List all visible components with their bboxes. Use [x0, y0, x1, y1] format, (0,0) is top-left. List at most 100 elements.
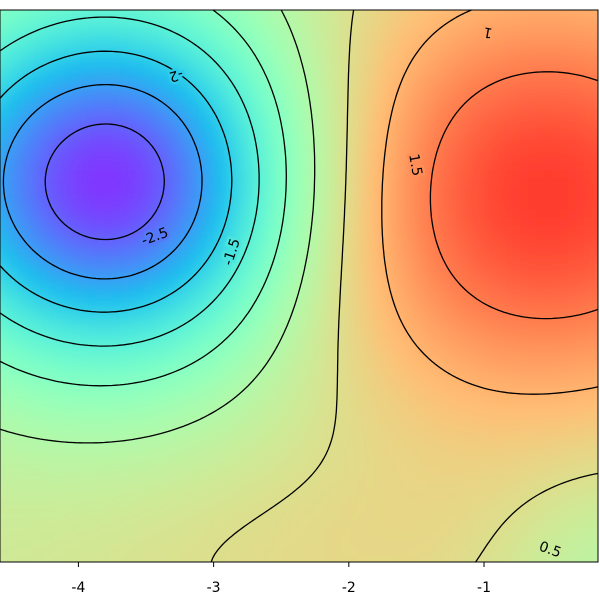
heat-cell	[128, 154, 137, 163]
heat-cell	[544, 282, 553, 291]
heat-cell	[408, 42, 417, 51]
heat-cell	[320, 210, 329, 219]
heat-cell	[456, 410, 465, 419]
heat-cell	[424, 506, 433, 515]
heat-cell	[248, 386, 257, 395]
heat-cell	[48, 394, 57, 403]
heat-cell	[336, 466, 345, 475]
heat-cell	[32, 282, 41, 291]
heat-cell	[360, 442, 369, 451]
heat-cell	[288, 194, 297, 203]
heat-cell	[344, 210, 353, 219]
heat-cell	[248, 418, 257, 427]
heat-cell	[280, 434, 289, 443]
heat-cell	[40, 170, 49, 179]
heat-cell	[256, 170, 265, 179]
heat-cell	[0, 498, 9, 507]
heat-cell	[288, 178, 297, 187]
heat-cell	[392, 474, 401, 483]
heat-cell	[472, 458, 481, 467]
heat-cell	[544, 298, 553, 307]
heat-cell	[32, 506, 41, 515]
heat-cell	[192, 370, 201, 379]
heat-cell	[208, 394, 217, 403]
heat-cell	[160, 338, 169, 347]
heat-cell	[560, 490, 569, 499]
heat-cell	[104, 426, 113, 435]
heat-cell	[80, 242, 89, 251]
heat-cell	[72, 338, 81, 347]
heat-cell	[312, 306, 321, 315]
heat-cell	[224, 42, 233, 51]
heat-cell	[288, 258, 297, 267]
heat-cell	[128, 426, 137, 435]
heat-cell	[8, 154, 17, 163]
heat-cell	[456, 146, 465, 155]
heat-cell	[416, 18, 425, 27]
heat-cell	[432, 394, 441, 403]
heat-cell	[480, 210, 489, 219]
heat-cell	[208, 354, 217, 363]
heat-cell	[128, 90, 137, 99]
heat-cell	[168, 266, 177, 275]
heat-cell	[120, 202, 129, 211]
heat-cell	[88, 74, 97, 83]
heat-cell	[136, 346, 145, 355]
heat-cell	[96, 82, 105, 91]
heat-cell	[456, 498, 465, 507]
heat-cell	[224, 90, 233, 99]
heat-cell	[528, 138, 537, 147]
heat-cell	[552, 106, 561, 115]
heat-cell	[240, 410, 249, 419]
heat-cell	[512, 34, 521, 43]
heat-cell	[192, 66, 201, 75]
heat-cell	[360, 114, 369, 123]
heat-cell	[392, 426, 401, 435]
heat-cell	[560, 282, 569, 291]
heat-cell	[64, 490, 73, 499]
heat-cell	[568, 282, 577, 291]
heat-cell	[432, 82, 441, 91]
heat-cell	[192, 426, 201, 435]
heat-cell	[408, 234, 417, 243]
heat-cell	[464, 506, 473, 515]
heat-cell	[184, 482, 193, 491]
heat-cell	[232, 514, 241, 523]
heat-cell	[88, 242, 97, 251]
heat-cell	[256, 322, 265, 331]
heat-cell	[96, 266, 105, 275]
heat-cell	[72, 186, 81, 195]
heat-cell	[536, 154, 545, 163]
heat-cell	[136, 386, 145, 395]
heat-cell	[576, 194, 585, 203]
heat-cell	[152, 354, 161, 363]
heat-cell	[400, 194, 409, 203]
heat-cell	[160, 50, 169, 59]
heat-cell	[368, 90, 377, 99]
heat-cell	[40, 434, 49, 443]
heat-cell	[392, 210, 401, 219]
heat-cell	[264, 170, 273, 179]
heat-cell	[264, 410, 273, 419]
heat-cell	[272, 490, 281, 499]
heat-cell	[568, 338, 577, 347]
heat-cell	[496, 114, 505, 123]
heat-cell	[264, 42, 273, 51]
heat-cell	[120, 410, 129, 419]
heat-cell	[512, 42, 521, 51]
heat-cell	[328, 274, 337, 283]
heat-cell	[224, 314, 233, 323]
heat-cell	[0, 434, 9, 443]
heat-cell	[248, 402, 257, 411]
heat-cell	[488, 498, 497, 507]
heat-cell	[192, 394, 201, 403]
heat-cell	[96, 42, 105, 51]
heat-cell	[256, 10, 265, 19]
heat-cell	[568, 274, 577, 283]
heat-cell	[528, 242, 537, 251]
heat-cell	[256, 386, 265, 395]
heat-cell	[312, 42, 321, 51]
heat-cell	[408, 362, 417, 371]
heat-cell	[56, 34, 65, 43]
heat-cell	[512, 378, 521, 387]
